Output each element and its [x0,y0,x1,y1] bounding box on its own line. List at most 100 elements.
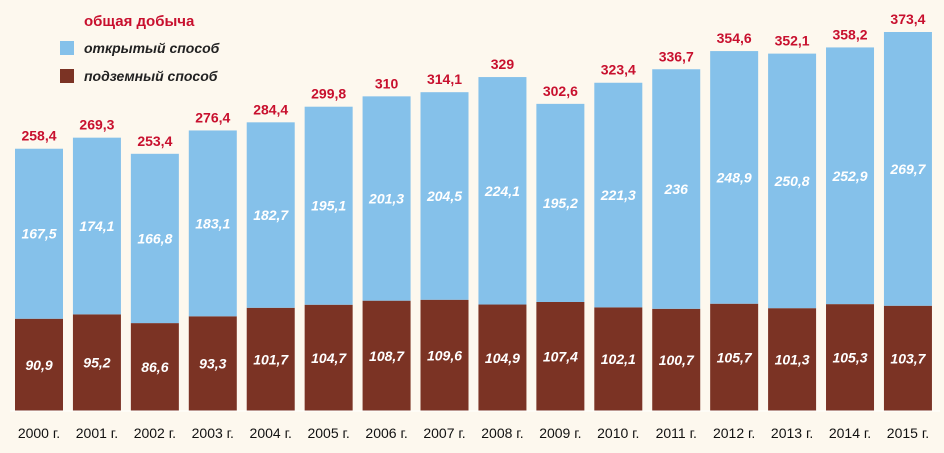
bar-underground [768,308,817,411]
x-tick-label: 2003 г. [192,425,234,441]
bar-underground [15,318,63,411]
label-open: 252,9 [831,168,867,184]
label-open: 250,8 [774,173,810,189]
bar-open [478,77,527,305]
label-underground: 107,4 [543,348,578,364]
bar-underground [304,304,353,411]
legend-total-title: общая добыча [84,13,195,30]
label-total: 299,8 [311,86,346,102]
label-total: 323,4 [601,62,636,78]
label-underground: 108,7 [369,348,405,364]
bar-underground [826,304,875,411]
label-open: 195,1 [311,198,346,214]
label-open: 224,1 [484,183,520,199]
label-underground: 104,7 [311,350,347,366]
label-open: 195,2 [543,195,578,211]
label-total: 336,7 [659,48,694,64]
label-total: 269,3 [79,117,114,133]
label-total: 276,4 [195,109,230,125]
label-open: 201,3 [368,191,404,207]
label-open: 183,1 [195,215,230,231]
label-open: 204,5 [426,188,462,204]
x-tick-label: 2007 г. [423,425,465,441]
label-open: 221,3 [600,187,636,203]
label-total: 373,4 [890,11,925,27]
label-underground: 109,6 [427,347,462,363]
bar-underground [362,300,411,411]
bar-underground [710,303,759,411]
x-tick-label: 2014 г. [829,425,871,441]
label-underground: 105,3 [832,350,867,366]
bar-open [883,32,932,306]
label-total: 314,1 [427,71,462,87]
bar-underground [246,307,295,411]
label-underground: 104,9 [485,350,520,366]
bar-open [304,106,353,305]
label-total: 352,1 [775,33,810,49]
label-total: 354,6 [717,30,752,46]
label-underground: 101,3 [775,352,810,368]
x-tick-label: 2011 г. [656,425,697,441]
label-underground: 103,7 [890,350,926,366]
label-underground: 100,7 [659,352,695,368]
x-tick-label: 2012 г. [713,425,755,441]
label-total: 329 [491,56,515,72]
legend-underground-label: подземный способ [84,68,218,84]
bar-open [594,82,643,308]
legend-swatch-underground [60,69,74,83]
label-total: 253,4 [137,133,172,149]
bars: 90,9 167,5 258,4 95,2 174,1 269,3 86,6 166,8 253… [15,11,932,411]
bar-underground [478,304,527,411]
bar-open [536,103,585,302]
x-tick-label: 2000 г. [18,425,60,441]
bar-underground [536,301,585,411]
label-open: 174,1 [79,218,114,234]
label-total: 358,2 [832,26,867,42]
bar-open [826,47,875,305]
bar-open [130,153,179,324]
label-underground: 93,3 [199,356,226,372]
label-open: 167,5 [21,226,56,242]
bar-underground [188,316,237,411]
label-underground: 102,1 [601,351,636,367]
x-tick-label: 2010 г. [597,425,639,441]
label-open: 269,7 [889,161,926,177]
bar-underground [72,314,121,411]
bar-open [362,96,411,301]
bar-open [652,69,701,309]
label-open: 236 [664,181,689,197]
x-tick-label: 2001 г. [76,425,118,441]
bar-underground [420,299,469,411]
x-tick-label: 2009 г. [539,425,581,441]
label-open: 166,8 [137,230,172,246]
label-underground: 95,2 [83,355,110,371]
bar-open [420,92,469,300]
x-tick-label: 2006 г. [365,425,407,441]
legend-open-label: открытый способ [84,40,220,56]
label-total: 258,4 [21,128,56,144]
bar-underground [883,305,932,411]
x-tick-label: 2004 г. [250,425,292,441]
bar-open [246,122,295,308]
legend-swatch-open [60,41,74,55]
bar-underground [594,307,643,411]
bar-open [15,148,63,319]
x-tick-label: 2013 г. [771,425,813,441]
legend: общая добыча открытый способ подземный с… [60,13,220,84]
label-total: 310 [375,75,399,91]
label-open: 182,7 [253,207,289,223]
x-tick-label: 2008 г. [481,425,523,441]
label-underground: 101,7 [253,351,289,367]
label-underground: 86,6 [141,359,168,375]
x-tick-label: 2005 г. [307,425,349,441]
bar-underground [130,323,179,411]
bar-open [72,137,121,315]
label-total: 284,4 [253,101,288,117]
x-axis-ticks: 2000 г. 2001 г. 2002 г. 2003 г. 2004 г. 2005 … [18,425,929,441]
label-total: 302,6 [543,83,578,99]
bar-open [768,53,817,309]
bar-open [188,130,237,317]
label-underground: 90,9 [25,357,52,373]
x-tick-label: 2015 г. [887,425,929,441]
